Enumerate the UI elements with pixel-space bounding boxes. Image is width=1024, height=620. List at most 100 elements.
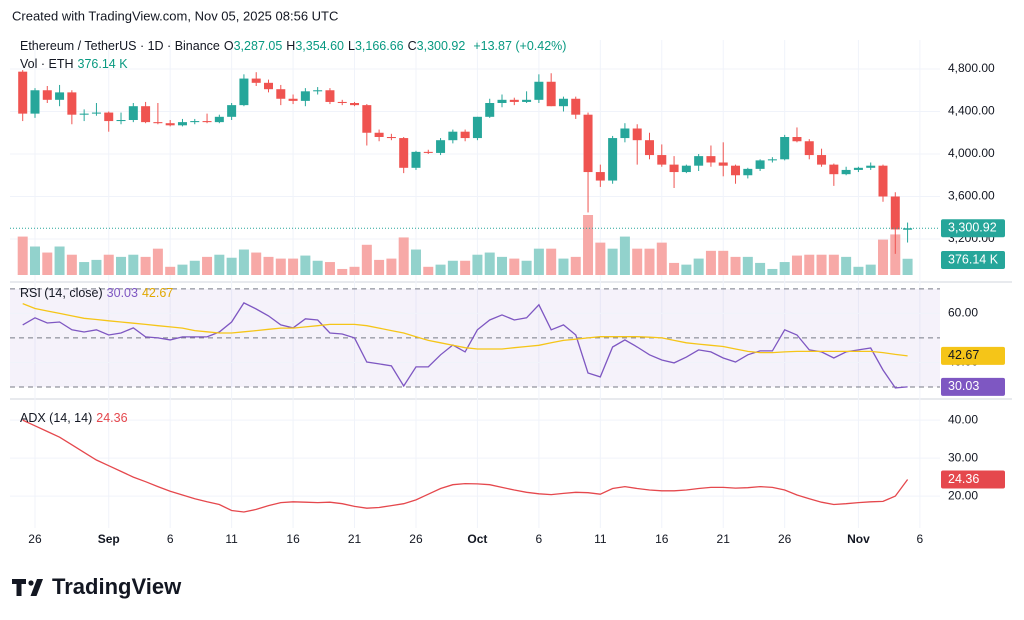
ohlc-key: L [347, 39, 355, 53]
volume-bar [238, 249, 249, 275]
volume-name: Vol · ETH [20, 57, 74, 71]
last-price-badge: 3,300.92 [948, 221, 997, 235]
value-badge-bg [941, 470, 1005, 489]
volume-bar [103, 254, 114, 275]
y-tick-label: 3,600.00 [948, 189, 995, 203]
volume-bar [423, 266, 434, 275]
volume-bar [779, 262, 790, 275]
candle-body [104, 112, 114, 122]
volume-bar [214, 254, 225, 275]
logo-icon [12, 579, 43, 596]
ohlc-value: 3,300.92 [416, 39, 466, 53]
candle-body [264, 82, 273, 90]
x-tick-label: 26 [28, 532, 42, 546]
candle-body [472, 116, 482, 139]
candle-body [866, 165, 876, 168]
indicator-line [22, 419, 909, 513]
candle-body [644, 140, 654, 156]
volume-bar [337, 268, 348, 275]
volume-bar [251, 252, 262, 275]
volume-bar [275, 258, 286, 275]
adx-title: ADX (14, 14) [20, 411, 93, 425]
rsi-value: 30.03 [106, 286, 138, 300]
volume-bar [755, 262, 766, 275]
volume-bar [607, 248, 618, 275]
candle-body [731, 165, 741, 176]
volume-bar [17, 236, 28, 275]
candle-body [325, 90, 335, 102]
y-tick-label: 4,400.00 [948, 104, 995, 118]
volume-bar [890, 234, 901, 275]
ohlc-value: 3,354.60 [295, 39, 344, 53]
candle-body [743, 168, 753, 176]
candle-body [620, 128, 630, 139]
volume-bar [460, 260, 471, 275]
candle-body [411, 151, 421, 168]
candle-body [190, 121, 200, 123]
volume-bar [66, 254, 77, 275]
volume-bar [484, 252, 495, 275]
candle-body [841, 169, 851, 175]
x-tick-label: 6 [536, 532, 543, 546]
x-tick-label: 26 [409, 532, 423, 546]
volume-bar [435, 264, 446, 275]
candle-body [386, 137, 396, 139]
volume-bar [619, 236, 630, 275]
volume-bar [742, 256, 753, 275]
candle-body [792, 137, 802, 142]
rsi-title: RSI (14, close) [20, 286, 103, 300]
volume-bar [693, 258, 704, 275]
candle-body [288, 98, 298, 101]
candle-body [497, 99, 507, 104]
candle-body [681, 165, 691, 173]
value-badge: 30.03 [948, 379, 979, 393]
candle-body [30, 90, 40, 114]
volume-bar [189, 260, 200, 275]
volume-bar [644, 248, 655, 275]
ohlc-value: 3,287.05 [233, 39, 283, 53]
value-badge: 24.36 [948, 472, 979, 486]
candle-body [878, 165, 888, 197]
x-tick-label: 21 [717, 532, 731, 546]
volume-bar [91, 259, 102, 275]
x-tick-label: Oct [467, 532, 487, 546]
volume-bar [804, 254, 815, 275]
x-tick-label: Sep [98, 532, 120, 546]
candle-body [55, 92, 65, 100]
volume-bar [288, 258, 299, 275]
candle-body [571, 98, 581, 115]
volume-bar [177, 264, 188, 275]
candle-body [558, 98, 568, 107]
candle-body [694, 156, 704, 166]
volume-bar [79, 262, 90, 275]
candle-body [448, 131, 458, 141]
volume-bar [374, 259, 385, 275]
y-tick-label: 60.00 [948, 306, 978, 320]
candle-body [239, 78, 249, 106]
volume-bar [570, 256, 581, 275]
candle-body [362, 105, 372, 133]
candle-body [251, 78, 261, 83]
candle-body [177, 122, 187, 126]
candle-body [890, 196, 900, 230]
volume-bar [681, 264, 692, 275]
candle-body [522, 99, 532, 102]
volume-bar [472, 254, 483, 275]
volume-bar [546, 248, 557, 275]
candle-body [534, 81, 544, 100]
y-tick-label: 4,000.00 [948, 146, 995, 160]
volume-bar [595, 242, 606, 275]
candle-body [337, 101, 347, 104]
volume-bar [300, 255, 311, 275]
candle-body [853, 167, 863, 170]
indicator-line [22, 302, 908, 389]
volume-bar [116, 256, 127, 275]
candle-body [903, 228, 913, 230]
price-legend: Ethereum / TetherUS · 1D · Binance O3,287… [20, 39, 570, 53]
volume-legend: Vol · ETH 376.14 K [20, 57, 132, 71]
volume-bar [386, 258, 397, 275]
volume-bar [767, 268, 778, 275]
volume-bar [632, 248, 643, 275]
volume-bar [730, 256, 741, 275]
